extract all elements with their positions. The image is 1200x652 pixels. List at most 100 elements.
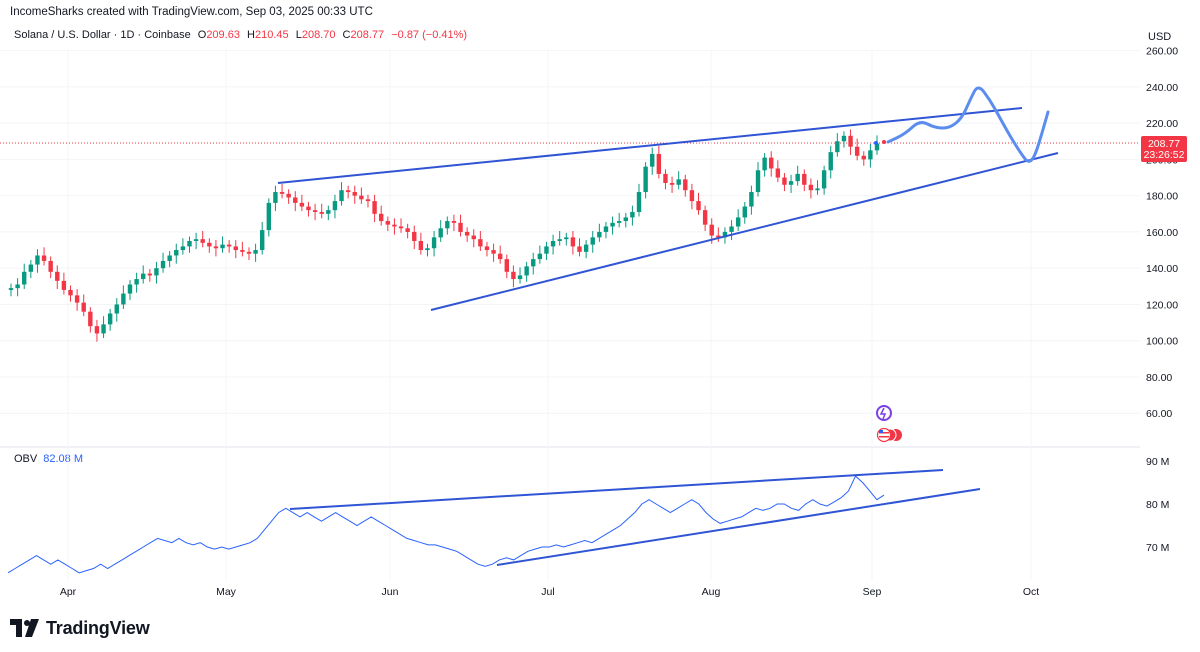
candle[interactable] — [425, 243, 430, 257]
candle[interactable] — [200, 231, 205, 248]
candle[interactable] — [504, 254, 510, 279]
candle[interactable] — [861, 151, 866, 166]
candle[interactable] — [352, 185, 357, 204]
candle[interactable] — [312, 203, 318, 221]
candle[interactable] — [61, 272, 67, 295]
candle[interactable] — [431, 231, 437, 257]
candle[interactable] — [187, 236, 192, 253]
candle[interactable] — [180, 238, 186, 255]
candle[interactable] — [544, 241, 549, 261]
candle[interactable] — [742, 202, 747, 224]
candle[interactable] — [365, 194, 371, 208]
candle[interactable] — [603, 221, 609, 239]
candle[interactable] — [597, 223, 602, 242]
candle[interactable] — [451, 214, 457, 232]
candle[interactable] — [345, 185, 351, 199]
candle[interactable] — [35, 249, 40, 273]
candle[interactable] — [418, 232, 424, 255]
candle[interactable] — [848, 129, 853, 155]
symbol-name[interactable]: Solana / U.S. Dollar · 1D · Coinbase — [14, 29, 191, 41]
candle[interactable] — [663, 169, 668, 190]
candle[interactable] — [788, 174, 794, 193]
candle[interactable] — [511, 265, 516, 288]
candle[interactable] — [279, 183, 285, 199]
candle[interactable] — [359, 187, 364, 204]
candle[interactable] — [524, 261, 529, 282]
candle[interactable] — [299, 194, 305, 212]
candle[interactable] — [808, 178, 814, 199]
candle[interactable] — [689, 183, 695, 210]
candle[interactable] — [683, 174, 688, 197]
candle[interactable] — [174, 243, 179, 264]
trendline-obv-lower[interactable] — [496, 488, 981, 566]
candle[interactable] — [94, 319, 100, 342]
candle[interactable] — [868, 143, 873, 168]
candle[interactable] — [478, 231, 483, 251]
candle[interactable] — [702, 205, 708, 232]
candle[interactable] — [775, 160, 781, 183]
candle[interactable] — [22, 263, 27, 290]
tradingview-logo[interactable]: TradingView — [10, 617, 150, 639]
candle[interactable] — [517, 267, 523, 284]
candle[interactable] — [835, 133, 840, 157]
candle[interactable] — [570, 231, 576, 255]
candle[interactable] — [590, 231, 595, 253]
candle[interactable] — [81, 294, 86, 317]
candle[interactable] — [531, 252, 536, 275]
candle[interactable] — [676, 171, 681, 190]
candle[interactable] — [828, 145, 833, 179]
candle[interactable] — [484, 241, 490, 257]
candle[interactable] — [127, 279, 133, 300]
candle[interactable] — [8, 283, 14, 297]
candle[interactable] — [874, 135, 880, 155]
candle[interactable] — [616, 212, 622, 228]
candle[interactable] — [782, 172, 787, 192]
candle[interactable] — [669, 176, 675, 193]
candle[interactable] — [372, 194, 377, 222]
candle[interactable] — [15, 278, 20, 297]
candle[interactable] — [762, 153, 767, 177]
candle[interactable] — [339, 182, 344, 206]
candle[interactable] — [630, 205, 635, 226]
candle[interactable] — [755, 162, 761, 197]
candle[interactable] — [385, 216, 391, 232]
candle[interactable] — [577, 238, 582, 257]
candle[interactable] — [769, 151, 774, 177]
candle[interactable] — [537, 245, 543, 264]
candle[interactable] — [41, 247, 47, 266]
candle[interactable] — [273, 185, 278, 212]
candle[interactable] — [464, 227, 470, 242]
candle[interactable] — [696, 192, 701, 215]
candle[interactable] — [160, 252, 166, 273]
candle[interactable] — [68, 285, 73, 302]
candle[interactable] — [854, 138, 860, 161]
us-flag-event-icon[interactable] — [876, 427, 903, 443]
candle[interactable] — [623, 212, 628, 228]
candle[interactable] — [650, 147, 655, 175]
candle[interactable] — [716, 227, 721, 242]
ideas-icon[interactable] — [876, 405, 892, 421]
candle[interactable] — [141, 265, 146, 284]
trendline-wedge-lower[interactable] — [430, 152, 1059, 311]
candle[interactable] — [438, 220, 443, 242]
candle[interactable] — [471, 229, 476, 248]
candle[interactable] — [749, 185, 754, 215]
candle[interactable] — [821, 165, 827, 195]
candle[interactable] — [193, 232, 199, 250]
candle[interactable] — [226, 240, 232, 253]
candle[interactable] — [735, 209, 741, 232]
candle[interactable] — [412, 225, 417, 250]
candle[interactable] — [815, 180, 820, 195]
candle[interactable] — [107, 308, 113, 331]
candle[interactable] — [154, 261, 159, 284]
candle[interactable] — [260, 221, 265, 255]
candle[interactable] — [28, 260, 34, 279]
candle[interactable] — [550, 234, 556, 255]
candle[interactable] — [610, 216, 615, 235]
candle[interactable] — [220, 236, 225, 253]
candle[interactable] — [233, 240, 238, 259]
candle[interactable] — [246, 247, 252, 261]
candle[interactable] — [306, 202, 311, 217]
candle[interactable] — [266, 198, 272, 237]
